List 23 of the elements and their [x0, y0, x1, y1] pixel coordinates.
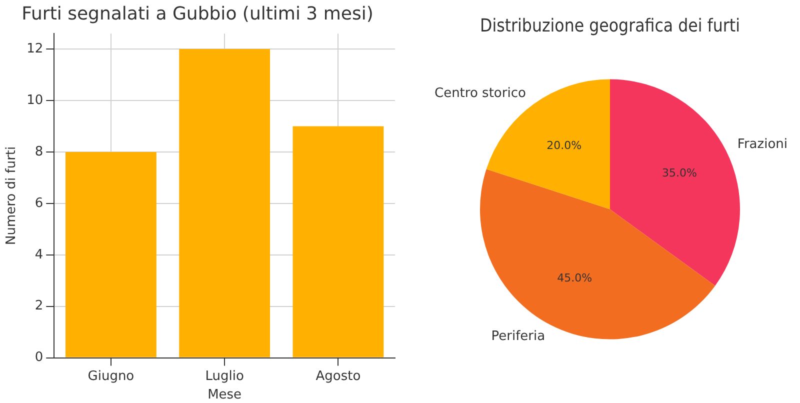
y-tick-label: 8: [34, 144, 44, 160]
data-label: 35.0%: [662, 166, 697, 180]
slice-label: Frazioni: [737, 136, 788, 152]
bar: [292, 126, 384, 358]
y-tick-label: 12: [26, 41, 44, 56]
y-axis-title: Numero di furti: [4, 146, 20, 246]
x-tick-label: Agosto: [316, 368, 361, 384]
y-tick-label: 10: [26, 92, 44, 108]
chart-title: Distribuzione geografica dei furti: [480, 14, 740, 36]
x-tick-label: Giugno: [88, 368, 134, 384]
y-tick-label: 2: [34, 298, 44, 314]
data-label: 45.0%: [557, 272, 592, 285]
chart-title: Furti segnalati a Gubbio (ultimi 3 mesi): [22, 3, 374, 24]
x-tick-label: Luglio: [205, 368, 244, 384]
slice-label: Periferia: [491, 329, 546, 344]
y-tick-label: 6: [34, 196, 44, 211]
slice-label: Centro storico: [434, 86, 526, 101]
y-tick-label: 4: [34, 247, 44, 262]
bar: [66, 152, 156, 358]
data-label: 20.0%: [546, 139, 582, 152]
y-tick-label: 0: [34, 350, 44, 366]
x-axis-title: Mese: [208, 388, 242, 403]
bar: [179, 49, 270, 358]
